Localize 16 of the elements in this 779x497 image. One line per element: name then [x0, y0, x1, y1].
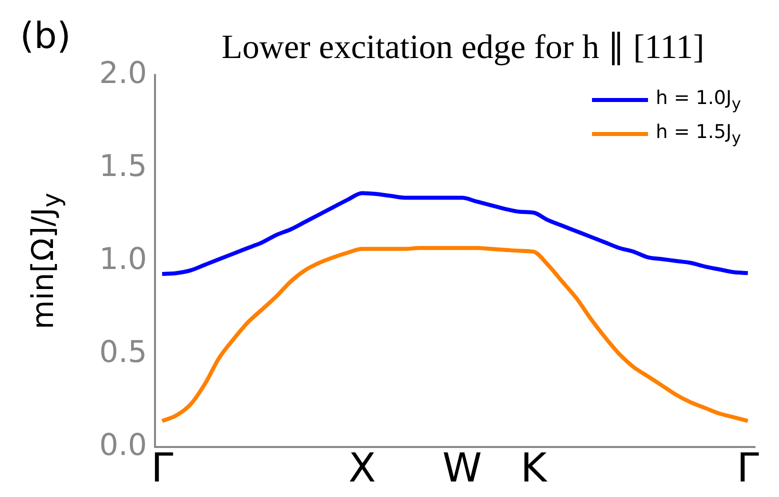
x-tick-label: K — [520, 445, 548, 492]
y-tick-label: 1.5 — [99, 148, 147, 184]
x-tick-label: Γ — [736, 445, 760, 492]
legend-label: h = 1.0J$_{y}$ — [656, 87, 741, 113]
y-tick-label: 2.0 — [99, 56, 147, 91]
x-tick-label: Γ — [150, 445, 174, 492]
line-series — [160, 246, 750, 423]
chart-title: Lower excitation edge for h ∥ [111] — [220, 28, 706, 67]
x-tick-label: W — [442, 445, 482, 492]
text: (b) — [20, 16, 71, 57]
y-tick-label: 1.0 — [99, 242, 147, 277]
y-tick-label: 0.5 — [99, 334, 147, 370]
line-series — [160, 191, 750, 276]
legend-label: h = 1.5J$_{y}$ — [656, 120, 741, 147]
x-tick-label: X — [348, 445, 376, 492]
y-tick-label: 0.0 — [99, 428, 147, 463]
